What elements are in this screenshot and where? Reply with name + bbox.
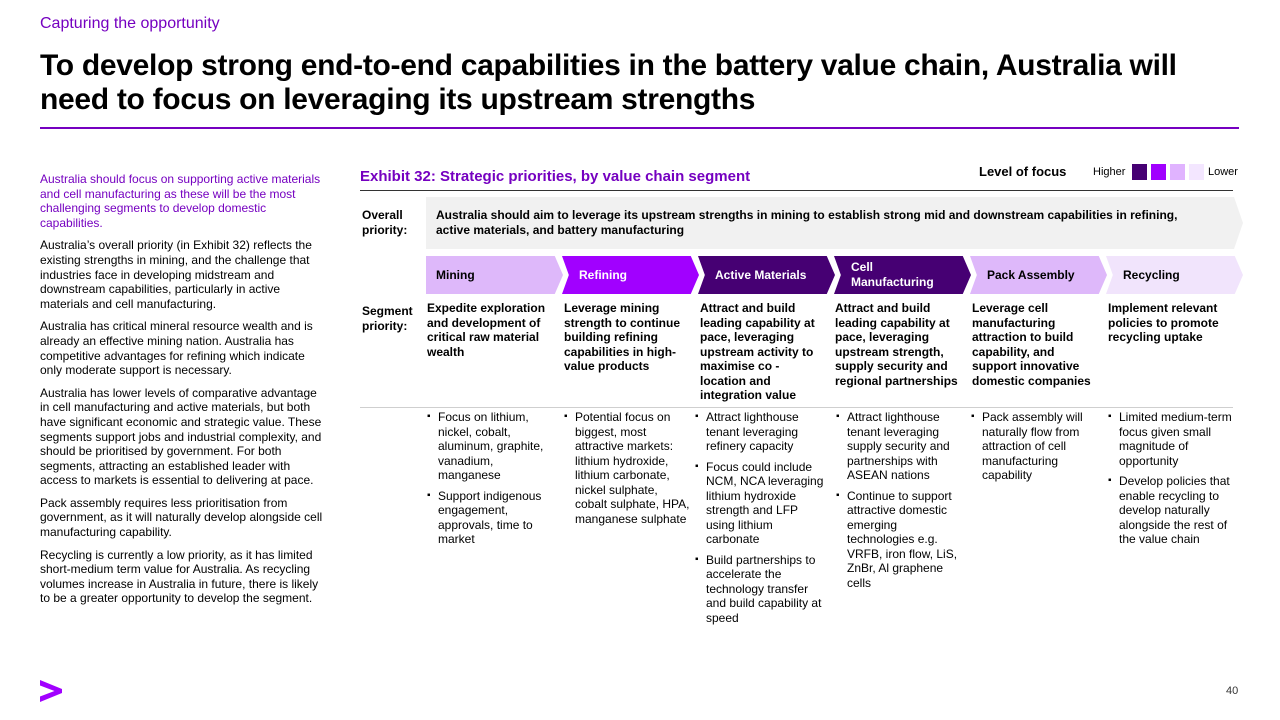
page-title: To develop strong end-to-end capabilitie… bbox=[40, 49, 1177, 116]
legend-higher-label: Higher bbox=[1093, 166, 1126, 178]
segment-priority-active-materials: Attract and build leading capability at … bbox=[700, 301, 815, 402]
sidebar-text: Australia should focus on supporting act… bbox=[40, 172, 325, 614]
segment-name: Recycling bbox=[1123, 267, 1180, 282]
legend-swatch bbox=[1151, 164, 1166, 180]
table-divider bbox=[360, 407, 1233, 408]
bullet-list-mining: Focus on lithium, nickel, cobalt, alumin… bbox=[427, 410, 547, 553]
overall-priority-label: Overall priority: bbox=[362, 208, 408, 237]
legend-lower-label: Lower bbox=[1208, 166, 1238, 178]
sidebar-paragraph: Australia has critical mineral resource … bbox=[40, 319, 313, 378]
list-item: Attract lighthouse tenant leveraging ref… bbox=[695, 410, 826, 454]
list-item: Focus on lithium, nickel, cobalt, alumin… bbox=[427, 410, 547, 483]
list-item: Build partnerships to accelerate the tec… bbox=[695, 553, 826, 626]
segment-chevron-mining: Mining bbox=[426, 256, 563, 294]
sidebar-paragraph: Australia’s overall priority (in Exhibit… bbox=[40, 238, 312, 311]
segment-chevron-pack-assembly: Pack Assembly bbox=[970, 256, 1107, 294]
segment-chevron-refining: Refining bbox=[562, 256, 699, 294]
segment-name: Mining bbox=[436, 267, 475, 282]
legend-swatch bbox=[1132, 164, 1147, 180]
segment-priority-recycling: Implement relevant policies to promote r… bbox=[1108, 301, 1219, 344]
greater-than-logo-icon bbox=[40, 680, 62, 702]
segment-name: Pack Assembly bbox=[987, 267, 1075, 282]
exhibit-title: Exhibit 32: Strategic priorities, by val… bbox=[360, 168, 751, 185]
bullet-list-recycling: Limited medium-term focus given small ma… bbox=[1108, 410, 1234, 553]
segment-priority-pack-assembly: Leverage cell manufacturing attraction t… bbox=[972, 301, 1091, 388]
legend-swatch bbox=[1170, 164, 1185, 180]
bullet-list-cell-manufacturing: Attract lighthouse tenant leveraging sup… bbox=[836, 410, 961, 596]
list-item: Potential focus on biggest, most attract… bbox=[564, 410, 692, 526]
segment-priority-mining: Expedite exploration and development of … bbox=[427, 301, 546, 359]
list-item: Focus could include NCM, NCA leveraging … bbox=[695, 460, 826, 547]
overall-priority-banner: Australia should aim to leverage its ups… bbox=[426, 197, 1243, 249]
bullet-list-pack-assembly: Pack assembly will naturally flow from a… bbox=[971, 410, 1099, 489]
segment-name: Refining bbox=[579, 267, 627, 282]
bullet-list-refining: Potential focus on biggest, most attract… bbox=[564, 410, 692, 532]
segment-chevron-cell-manufacturing: Cell Manufacturing bbox=[834, 256, 971, 294]
exhibit-divider bbox=[360, 190, 1233, 191]
segment-priority-refining: Leverage mining strength to continue bui… bbox=[564, 301, 680, 373]
page-number: 40 bbox=[1226, 685, 1239, 697]
segment-name: Cell Manufacturing bbox=[851, 260, 934, 289]
segment-priority-label: Segment priority: bbox=[362, 304, 413, 333]
segment-priority-cell-manufacturing: Attract and build leading capability at … bbox=[835, 301, 958, 388]
legend-label: Level of focus bbox=[979, 164, 1067, 179]
list-item: Develop policies that enable recycling t… bbox=[1108, 474, 1234, 547]
title-divider bbox=[40, 127, 1239, 129]
list-item: Continue to support attractive domestic … bbox=[836, 489, 961, 591]
sidebar-intro: Australia should focus on supporting act… bbox=[40, 172, 321, 230]
bullet-list-active-materials: Attract lighthouse tenant leveraging ref… bbox=[695, 410, 826, 631]
section-label: Capturing the opportunity bbox=[40, 15, 220, 32]
segment-chevron-recycling: Recycling bbox=[1106, 256, 1243, 294]
list-item: Pack assembly will naturally flow from a… bbox=[971, 410, 1099, 483]
sidebar-paragraph: Pack assembly requires less prioritisati… bbox=[40, 495, 323, 540]
segment-name: Active Materials bbox=[715, 267, 807, 282]
sidebar-paragraph: Australia has lower levels of comparativ… bbox=[40, 385, 322, 488]
list-item: Limited medium-term focus given small ma… bbox=[1108, 410, 1234, 468]
sidebar-paragraph: Recycling is currently a low priority, a… bbox=[40, 547, 319, 606]
list-item: Attract lighthouse tenant leveraging sup… bbox=[836, 410, 961, 483]
segment-chevron-active-materials: Active Materials bbox=[698, 256, 835, 294]
list-item: Support indigenous engagement, approvals… bbox=[427, 489, 547, 547]
legend-swatch bbox=[1189, 164, 1204, 180]
